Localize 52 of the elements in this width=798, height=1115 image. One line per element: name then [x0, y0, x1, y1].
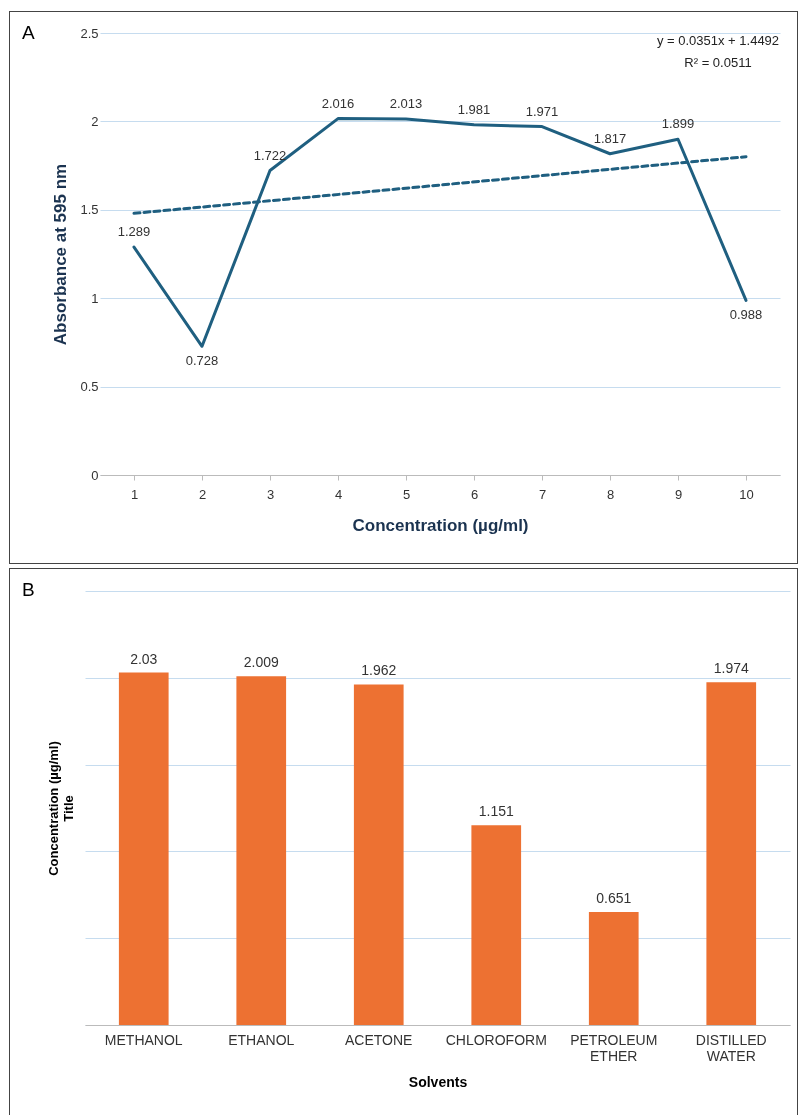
bar: [588, 911, 639, 1025]
bar: [706, 682, 757, 1025]
x-tick-label: 3: [266, 486, 275, 502]
x-tick-label: 5: [402, 486, 411, 502]
data-label: 1.974: [713, 660, 749, 677]
y-tick-label: 0: [91, 467, 99, 483]
data-label: 1.899: [661, 116, 695, 132]
y-tick-label: 2: [91, 113, 99, 129]
data-label: 0.988: [729, 307, 763, 323]
bar: [118, 672, 169, 1025]
x-tick-label: 2: [198, 486, 207, 502]
x-tick-label: 9: [674, 486, 683, 502]
y-tick-label: 1.5: [80, 202, 99, 218]
bar: [236, 676, 287, 1025]
text: B: [22, 579, 35, 601]
y-tick-label: 1: [91, 290, 99, 306]
x-tick-label: 7: [538, 486, 547, 502]
x-tick-label: 10: [739, 486, 754, 502]
data-label: 1.817: [593, 130, 627, 146]
data-label: 1.151: [478, 803, 514, 820]
annotation: R² = 0.0511: [684, 55, 752, 70]
x-tick-label: ACETONE: [345, 1031, 413, 1048]
data-label: 0.728: [185, 353, 219, 369]
bar: [471, 825, 522, 1025]
y-axis-title: Concentration (µg/ml) Title: [45, 741, 76, 876]
data-label: 1.722: [253, 147, 287, 163]
x-tick-label: 1: [130, 486, 139, 502]
data-label: 1.981: [457, 101, 491, 117]
x-tick-label: 4: [334, 486, 343, 502]
data-label: 2.03: [130, 650, 158, 667]
x-axis-title: Solvents: [408, 1073, 468, 1090]
data-label: 2.016: [321, 95, 355, 111]
x-tick-label: 8: [606, 486, 615, 502]
data-label: 1.962: [361, 662, 397, 679]
x-tick-label: METHANOL: [104, 1031, 183, 1048]
x-tick-label: DISTILLED WATER: [695, 1031, 767, 1064]
y-tick-label: 0.5: [80, 379, 99, 395]
data-label: 0.651: [596, 889, 632, 906]
x-axis-title: Concentration (µg/ml): [352, 515, 529, 535]
x-tick-label: CHLOROFORM: [445, 1031, 547, 1048]
text: A: [22, 22, 35, 44]
data-label: 1.971: [525, 103, 559, 119]
x-tick-label: ETHANOL: [228, 1031, 295, 1048]
data-label: 2.013: [389, 96, 423, 112]
data-label: 2.009: [243, 654, 279, 671]
bar: [353, 684, 404, 1025]
x-tick-label: PETROLEUM ETHER: [570, 1031, 658, 1064]
data-label: 1.289: [117, 224, 151, 240]
annotation: y = 0.0351x + 1.4492: [656, 33, 780, 48]
y-axis-title: Absorbance at 595 nm: [51, 163, 71, 346]
y-tick-label: 2.5: [80, 25, 99, 41]
x-tick-label: 6: [470, 486, 479, 502]
